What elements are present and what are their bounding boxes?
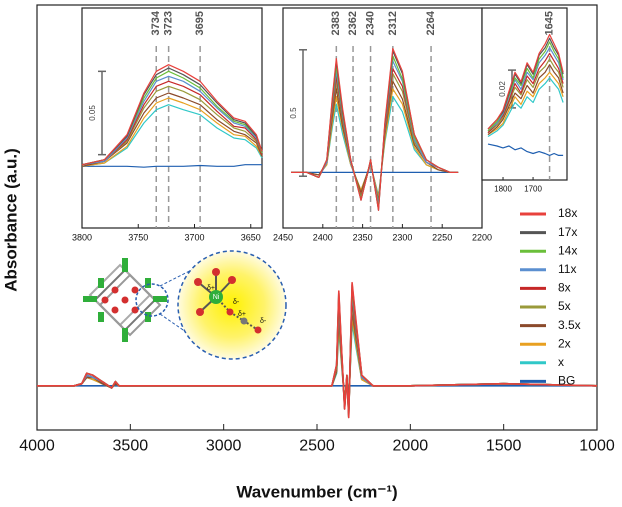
x-tick-label: 2250 (432, 232, 452, 242)
x-tick-label: 1700 (524, 184, 542, 193)
series-line (487, 77, 564, 138)
y-axis-label: Absorbance (a.u.) (1, 148, 20, 292)
legend-label: 3.5x (558, 318, 581, 332)
x-tick-label: 3500 (113, 438, 149, 455)
scale-bar-label: 0.05 (88, 105, 97, 121)
x-tick-label: 2500 (299, 438, 335, 455)
plot-frame (282, 7, 483, 229)
series-line (487, 64, 564, 136)
illustration: Ni δ+ δ+ δ- δ- (83, 250, 287, 360)
series-line (487, 33, 564, 130)
legend-label: 18x (558, 206, 577, 220)
series-line (81, 80, 263, 166)
x-tick-label: 3800 (72, 232, 92, 242)
molecule-atoms (194, 268, 262, 334)
legend: 18x 17x 14x 11x 8x 5x 3.5x 2x x BG (520, 206, 581, 388)
legend-label: 8x (558, 281, 571, 295)
scale-bar-label: 0.02 (498, 81, 507, 97)
series-line (81, 64, 263, 166)
x-tick-label: 2000 (393, 438, 429, 455)
legend-label: 11x (558, 262, 576, 276)
charge-label: δ- (233, 299, 240, 306)
series-line (81, 92, 263, 167)
x-tick-label: 2200 (472, 232, 492, 242)
x-tick-label: 1500 (486, 438, 522, 455)
scale-bar (98, 70, 106, 156)
atoms (101, 286, 139, 314)
series-line (487, 47, 564, 132)
marker-label: 2340 (364, 11, 376, 35)
series-line (81, 67, 263, 166)
series-line (82, 164, 262, 168)
marker-label: 2362 (347, 11, 359, 35)
series-line (487, 52, 564, 134)
legend-label: 5x (558, 299, 571, 313)
marker-label: 3695 (194, 11, 206, 35)
marker-label: 3734 (150, 10, 162, 35)
x-tick-label: 3700 (184, 232, 204, 242)
x-tick-label: 1800 (494, 184, 512, 193)
legend-label: 2x (558, 336, 571, 350)
legend-label: BG (558, 374, 575, 388)
series-line (487, 58, 564, 134)
legend-label: 17x (558, 225, 577, 239)
charge-label: δ- (260, 318, 267, 325)
marker-label: 3723 (163, 11, 175, 35)
charge-label: δ+ (238, 311, 246, 318)
marker-label: 2312 (387, 11, 399, 35)
marker-label: 1645 (543, 11, 555, 35)
x-tick-label: 2350 (353, 232, 373, 242)
series-line (487, 143, 564, 156)
series-line (37, 281, 598, 419)
inset: 2450 2400 2350 2300 2250 2200 2383 2362 2340 2312… (273, 7, 492, 242)
marker-label: 2264 (425, 10, 437, 35)
x-tick-label: 2400 (313, 232, 333, 242)
series-line (81, 97, 263, 167)
series-line (81, 75, 263, 166)
x-tick-label: 2300 (392, 232, 412, 242)
series-line (487, 71, 564, 136)
zoom-circle (177, 250, 287, 360)
scale-bar (299, 49, 307, 177)
series-line (81, 104, 263, 167)
plot-frame (481, 7, 568, 181)
zoom-origin (135, 283, 169, 317)
x-tick-label: 3000 (206, 438, 242, 455)
x-tick-label: 4000 (19, 438, 55, 455)
legend-label: 14x (558, 243, 577, 257)
charge-label: δ+ (207, 285, 215, 292)
x-tick-label: 3750 (128, 232, 148, 242)
series-line (81, 85, 263, 166)
inset: 1800 1700 1645 0.02 (481, 7, 568, 193)
legend-label: x (558, 355, 564, 369)
x-tick-label: 1000 (579, 438, 615, 455)
metal-label: Ni (213, 294, 220, 301)
x-tick-label: 2450 (273, 232, 293, 242)
x-tick-label: 3650 (241, 232, 261, 242)
linkers (83, 258, 167, 342)
series-line (291, 47, 459, 211)
x-axis-label: Wavenumber (cm⁻¹) (236, 482, 397, 501)
scale-bar-label: 0.5 (289, 107, 298, 119)
marker-label: 2383 (330, 11, 342, 35)
inset: 3800 3750 3700 3650 3734 3723 3695 0.05 (72, 7, 263, 242)
